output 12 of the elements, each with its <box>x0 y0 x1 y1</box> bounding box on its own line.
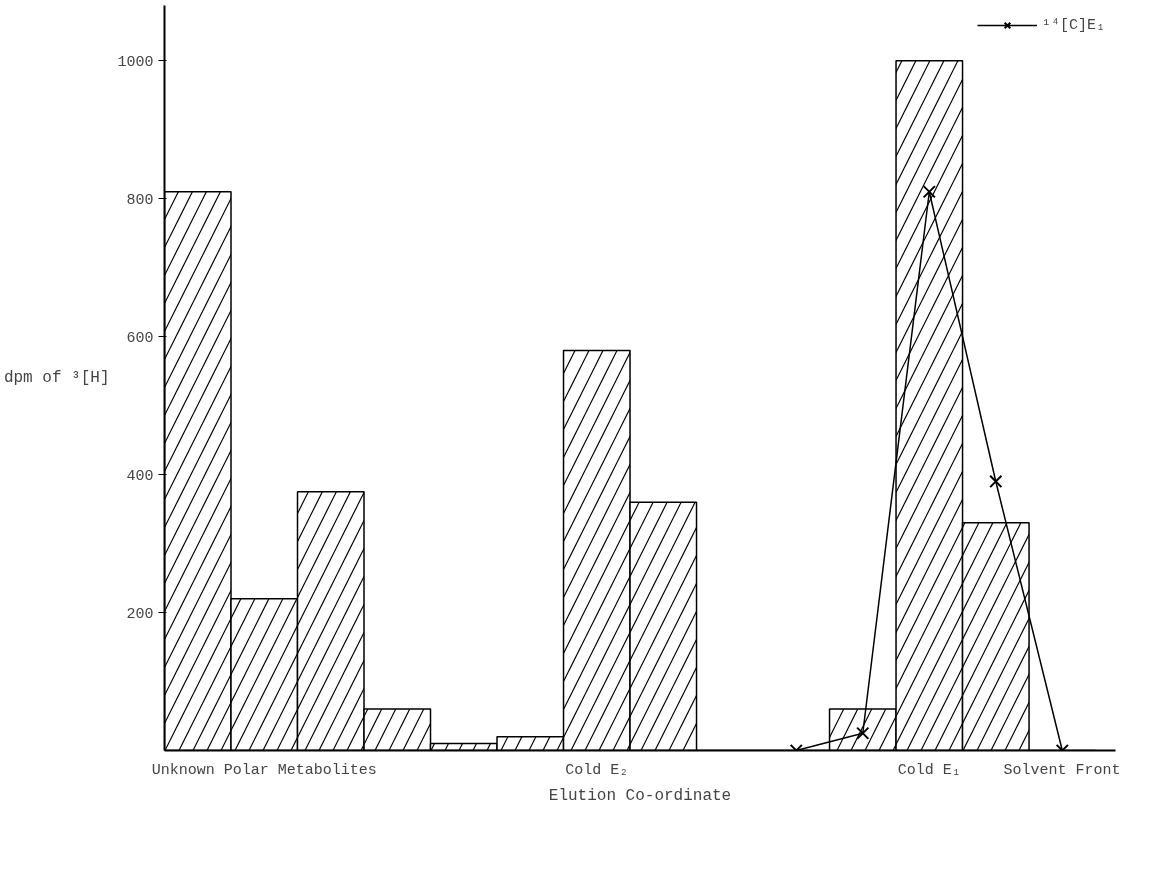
y-tick-label: 800 <box>126 191 154 209</box>
y-tick-label: 600 <box>126 329 154 347</box>
x-tick-label: Cold E₂ <box>565 761 629 779</box>
x-tick-label: Solvent Front <box>1003 761 1121 779</box>
y-tick-label: 200 <box>126 605 154 623</box>
legend-label: ¹⁴[C]E₁ <box>1041 16 1105 34</box>
y-tick-label: 400 <box>126 467 154 485</box>
y-tick-label: 1000 <box>117 53 154 71</box>
x-tick-label: Unknown Polar Metabolites <box>151 761 377 779</box>
y-axis-title: dpm of ³[H] <box>3 369 110 387</box>
x-tick-label: Cold E₁ <box>897 761 961 779</box>
x-axis-title: Elution Co-ordinate <box>548 786 732 805</box>
